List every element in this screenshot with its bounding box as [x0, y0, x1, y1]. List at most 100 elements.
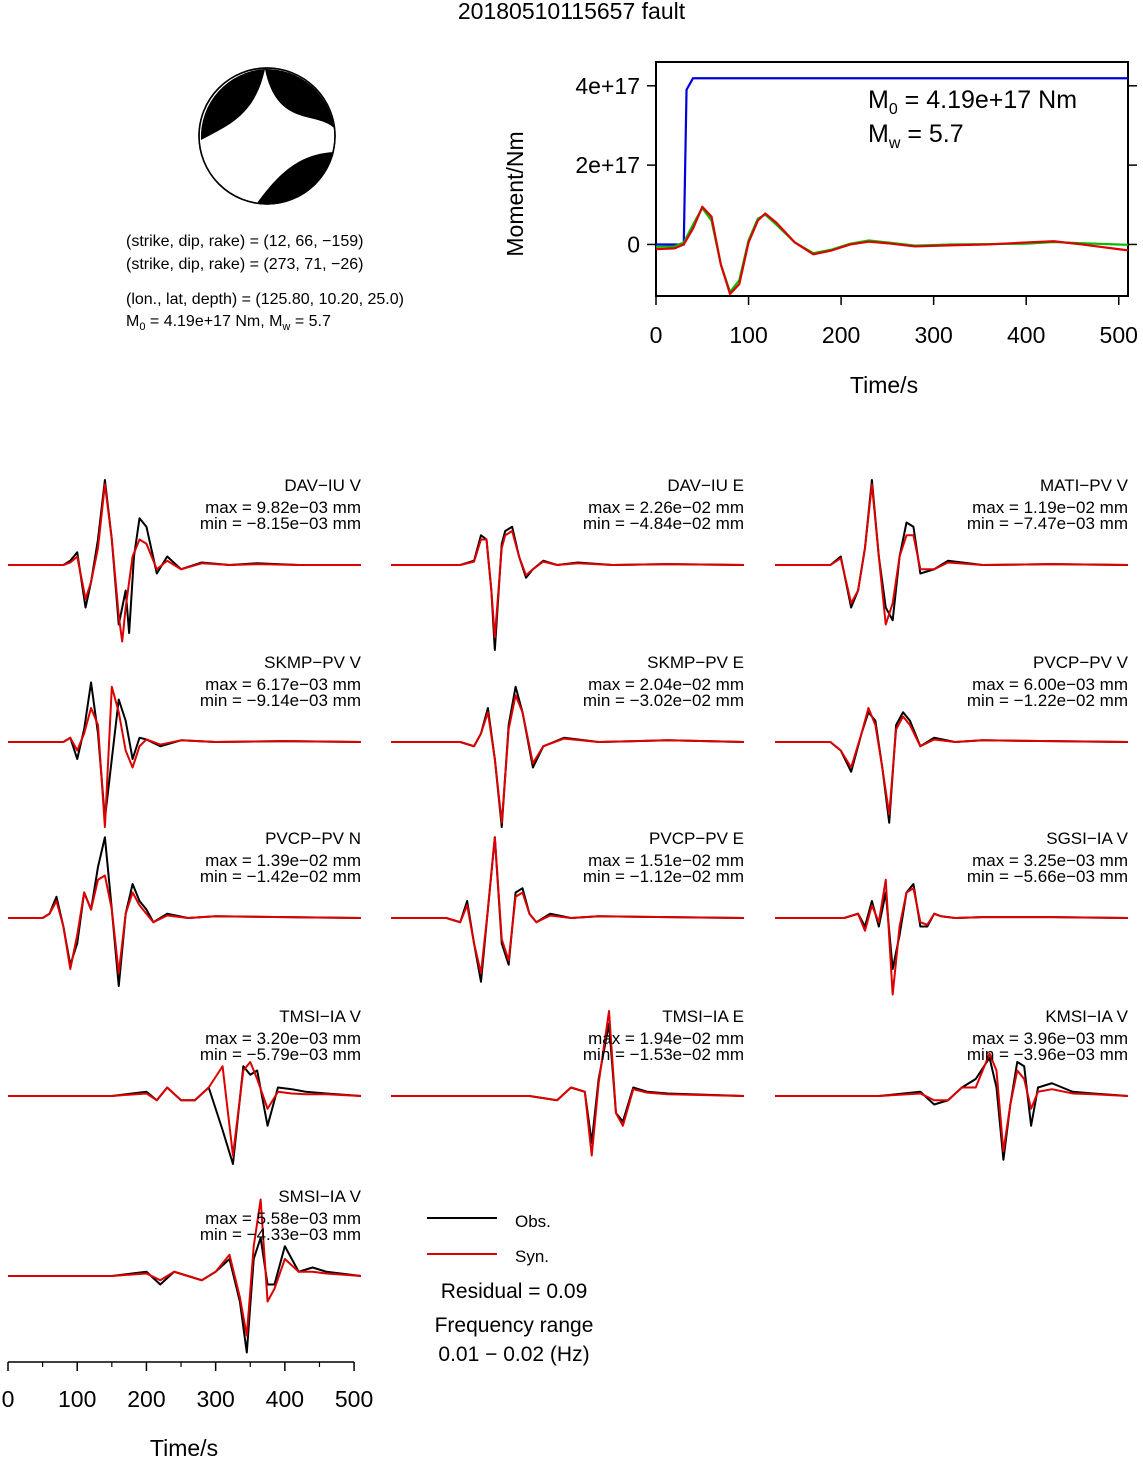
trace-syn-9 — [8, 1061, 362, 1157]
mw-annotation: Mw = 5.7 — [868, 120, 964, 153]
moment-plot-frame — [655, 61, 1129, 297]
moment-xtick-label-5: 500 — [1100, 322, 1138, 348]
trace-max-6: max = 1.39e−02 mm — [205, 851, 361, 870]
trace-panel-7 — [391, 836, 745, 983]
moment-series-2 — [655, 205, 1129, 296]
trace-panel-4 — [391, 685, 745, 828]
m0-annotation: M0 = 4.19e+17 Nm — [868, 86, 1077, 119]
trace-panel-9 — [8, 1061, 362, 1165]
trace-station-7: PVCP−PV E — [649, 829, 744, 848]
moment-ytick-label-1: 2e+17 — [575, 152, 640, 178]
trace-min-5: min = −1.22e−02 mm — [966, 691, 1128, 710]
trace-max-1: max = 2.26e−02 mm — [588, 498, 744, 517]
trace-syn-1 — [391, 530, 745, 639]
trace-obs-11 — [775, 1056, 1129, 1161]
trace-min-12: min = −4.33e−03 mm — [199, 1225, 361, 1244]
moment-series-1 — [655, 206, 1129, 294]
mw-annotation-sub: w — [888, 135, 901, 152]
trace-max-2: max = 1.19e−02 mm — [972, 498, 1128, 517]
trace-min-10: min = −1.53e−02 mm — [582, 1045, 744, 1064]
trace-station-6: PVCP−PV N — [265, 829, 361, 848]
trace-panel-6 — [8, 836, 362, 987]
moment-ytick-label-0: 0 — [627, 231, 640, 257]
trace-syn-11 — [775, 1052, 1129, 1153]
nodal-plane-2: (strike, dip, rake) = (273, 71, −26) — [126, 256, 364, 273]
frequency-range-label: Frequency range — [434, 1314, 594, 1337]
trace-obs-9 — [8, 1065, 362, 1165]
mw-rest: = 5.7 — [290, 313, 331, 330]
trace-min-7: min = −1.12e−02 mm — [582, 867, 744, 886]
trace-obs-1 — [391, 525, 745, 651]
trace-station-1: DAV−IU E — [667, 476, 744, 495]
trace-min-8: min = −5.66e−03 mm — [966, 867, 1128, 886]
trace-max-9: max = 3.20e−03 mm — [205, 1029, 361, 1048]
time-axis-tick-label-1: 100 — [58, 1386, 96, 1412]
trace-panel-2 — [775, 479, 1129, 626]
trace-max-10: max = 1.94e−02 mm — [588, 1029, 744, 1048]
trace-min-11: min = −3.96e−03 mm — [966, 1045, 1128, 1064]
trace-station-3: SKMP−PV V — [264, 653, 361, 672]
trace-min-6: min = −1.42e−02 mm — [199, 867, 361, 886]
time-axis-tick-label-2: 200 — [127, 1386, 165, 1412]
trace-panel-0 — [8, 479, 361, 643]
moment-xlabel: Time/s — [850, 372, 918, 398]
trace-syn-4 — [391, 694, 745, 824]
legend-obs-line — [427, 1217, 497, 1219]
trace-max-0: max = 9.82e−03 mm — [205, 498, 361, 517]
trace-obs-2 — [775, 479, 1129, 622]
moment-ytick-label-2: 4e+17 — [575, 73, 640, 99]
time-axis-tick-label-0: 0 — [2, 1386, 15, 1412]
trace-panel-3 — [8, 681, 362, 828]
trace-station-10: TMSI−IA E — [662, 1007, 744, 1026]
trace-min-9: min = −5.79e−03 mm — [199, 1045, 361, 1064]
trace-panel-8 — [775, 878, 1129, 996]
trace-panel-12 — [8, 1198, 362, 1354]
residual-label: Residual = 0.09 — [440, 1280, 588, 1303]
trace-panel-10 — [391, 1010, 745, 1157]
legend-syn-line — [427, 1253, 497, 1255]
trace-station-8: SGSI−IA V — [1046, 829, 1128, 848]
trace-panel-11 — [775, 1052, 1129, 1161]
trace-panel-1 — [391, 525, 745, 651]
frequency-range-value: 0.01 − 0.02 (Hz) — [438, 1343, 590, 1366]
time-axis-tick-label-3: 300 — [196, 1386, 234, 1412]
waveform-panels: 0 100 200 300 400 500 Time/s — [2, 479, 1129, 1458]
beachball-compressional-quadrant-2 — [200, 69, 265, 140]
trace-obs-8 — [775, 883, 1129, 970]
trace-syn-3 — [8, 685, 362, 828]
moment-xtick-label-1: 100 — [729, 322, 767, 348]
time-axis-tick-label-4: 400 — [266, 1386, 304, 1412]
trace-syn-6 — [8, 874, 362, 975]
moment-ylabel: Moment/Nm — [502, 131, 528, 256]
source-location: (lon., lat, depth) = (125.80, 10.20, 25.… — [126, 291, 404, 308]
trace-station-5: PVCP−PV V — [1033, 653, 1128, 672]
trace-station-4: SKMP−PV E — [647, 653, 744, 672]
page-title: 20180510115657 fault — [457, 0, 686, 24]
beachball-compressional-quadrant-3 — [257, 152, 334, 204]
moment-xtick-label-0: 0 — [650, 322, 663, 348]
trace-min-1: min = −4.84e−02 mm — [582, 514, 744, 533]
mw-annotation-rest: = 5.7 — [900, 120, 964, 148]
trace-min-3: min = −9.14e−03 mm — [199, 691, 361, 710]
trace-syn-2 — [775, 483, 1129, 626]
trace-max-3: max = 6.17e−03 mm — [205, 675, 361, 694]
moment-xtick-label-4: 400 — [1007, 322, 1045, 348]
trace-max-7: max = 1.51e−02 mm — [588, 851, 744, 870]
trace-obs-12 — [8, 1236, 362, 1354]
moment-xtick-label-3: 300 — [914, 322, 952, 348]
trace-station-12: SMSI−IA V — [278, 1187, 361, 1206]
trace-max-11: max = 3.96e−03 mm — [972, 1029, 1128, 1048]
trace-syn-7 — [391, 836, 745, 975]
trace-max-5: max = 6.00e−03 mm — [972, 675, 1128, 694]
trace-syn-8 — [775, 878, 1129, 996]
trace-station-0: DAV−IU V — [284, 476, 361, 495]
trace-min-4: min = −3.02e−02 mm — [582, 691, 744, 710]
trace-max-4: max = 2.04e−02 mm — [588, 675, 744, 694]
trace-station-2: MATI−PV V — [1039, 476, 1128, 495]
trace-syn-10 — [391, 1010, 745, 1157]
moment-xtick-label-2: 200 — [822, 322, 860, 348]
m0-sub: 0 — [139, 321, 146, 334]
nodal-plane-1: (strike, dip, rake) = (12, 66, −159) — [126, 233, 364, 250]
trace-station-9: TMSI−IA V — [279, 1007, 361, 1026]
moment-rate-chart: 0 100 200 300 400 500 0 2e+17 4e+17 Time/s Moment/… — [502, 61, 1138, 398]
